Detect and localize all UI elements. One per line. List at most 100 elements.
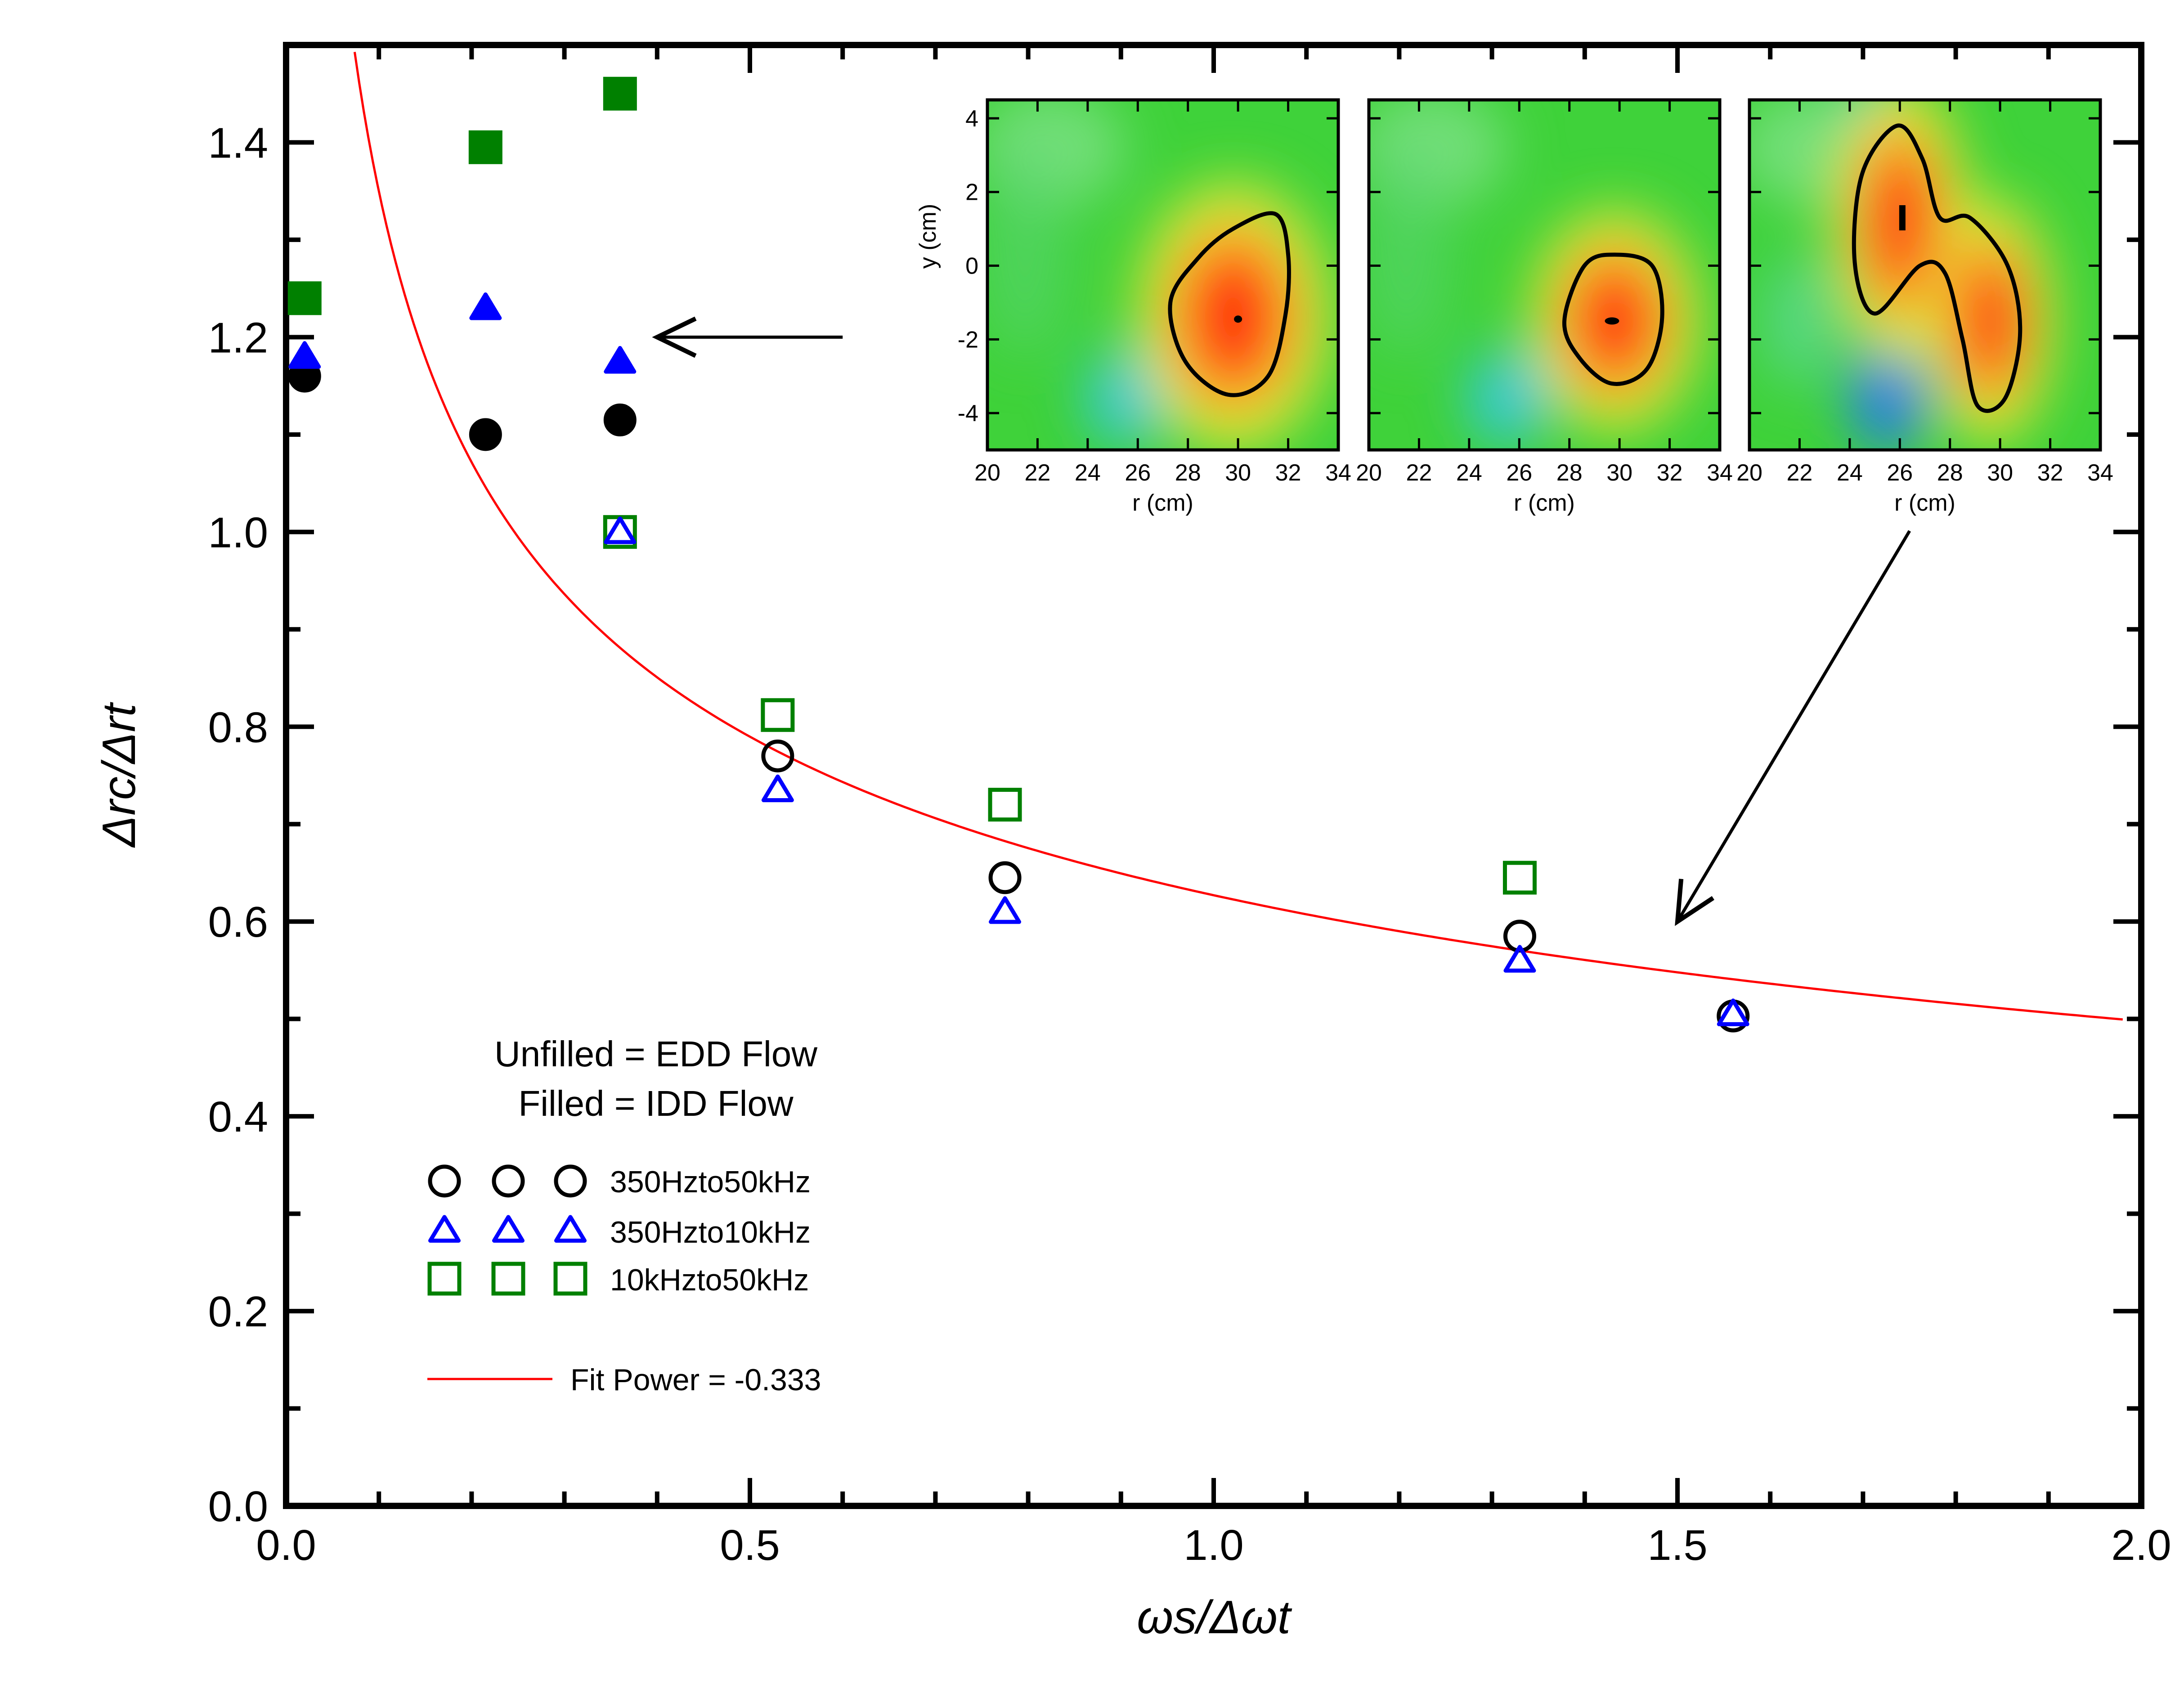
inset-x-axis-title: r (cm): [1514, 490, 1575, 516]
legend-marker-circle: [428, 1164, 461, 1198]
inset-x-tick-label: 26: [1506, 460, 1532, 486]
data-point-square-unfilled: [988, 787, 1022, 822]
legend-label-series-1: 350Hzto50kHz: [610, 1165, 811, 1199]
y-tick-label: 1.2: [208, 314, 268, 362]
inset-contour: [1168, 211, 1291, 397]
legend-markers: [427, 1164, 587, 1296]
inset-contour-maps: 20 22 24 26 28 30 32 34r (cm)420-2-4y (cm)20 22 2…: [915, 98, 2113, 516]
legend-marker-square: [427, 1262, 462, 1296]
plot-area: [283, 42, 2144, 1509]
inset-x-tick-label: 32: [1657, 460, 1683, 486]
legend-marker-triangle: [554, 1215, 587, 1243]
inset-x-tick-label: 32: [2037, 460, 2063, 486]
inset-x-tick-label: 22: [1025, 460, 1051, 486]
inset-x-tick-label: 28: [1937, 460, 1963, 486]
inset-y-tick-label: -2: [958, 327, 978, 353]
x-axis-title: ωs/Δωt: [1137, 1591, 1292, 1644]
legend-marker-square: [491, 1262, 525, 1296]
inset-x-tick-label: 34: [1707, 460, 1733, 486]
legend: Unfilled = EDD Flow Filled = IDD Flow 35…: [427, 1034, 821, 1397]
inset-x-tick-label: 22: [1787, 460, 1813, 486]
inset-panel-3: 20 22 24 26 28 30 32 34 r (cm): [1736, 98, 2113, 516]
x-tick-label: 1.0: [1184, 1521, 1243, 1569]
data-point-square-filled: [287, 281, 322, 315]
inset-y-tick-label: -4: [958, 400, 978, 427]
inset-peak-mark: [1899, 205, 1906, 231]
data-point-triangle-filled: [604, 346, 637, 374]
data-point-triangle-unfilled: [1717, 998, 1749, 1026]
heat-peak: [1962, 263, 2018, 379]
inset-panel-1: 20 22 24 26 28 30 32 34r (cm)420-2-4y (cm): [915, 98, 1351, 516]
legend-label-series-2: 350Hzto10kHz: [610, 1215, 811, 1249]
data-point-circle-unfilled: [988, 861, 1022, 894]
data-point-square-filled: [603, 76, 637, 111]
legend-marker-square: [553, 1262, 587, 1296]
inset-x-tick-label: 20: [1356, 460, 1382, 486]
y-tick-label: 0.0: [208, 1482, 268, 1531]
legend-note-filled: Filled = IDD Flow: [518, 1083, 793, 1123]
data-point-circle-filled: [469, 418, 502, 451]
data-point-square-unfilled: [1502, 861, 1537, 895]
inset-x-tick-label: 28: [1175, 460, 1201, 486]
inset-y-tick-label: 2: [965, 180, 978, 206]
inset-x-tick-label: 24: [1456, 460, 1482, 486]
data-point-triangle-unfilled: [761, 774, 794, 802]
tick-labels: 0.0 0.5 1.0 1.5 2.0 0.0 0.2 0.4 0.6 0.8 1.0 1.2 1.4: [208, 119, 2171, 1569]
legend-label-fit: Fit Power = -0.333: [570, 1363, 821, 1397]
heatmap: [987, 100, 1331, 450]
inset-x-tick-label: 30: [1987, 460, 2013, 486]
inset-frame: [1748, 98, 2102, 452]
inset-peak-mark: [1605, 317, 1619, 325]
legend-marker-circle: [554, 1164, 587, 1198]
y-tick-label: 0.8: [208, 703, 268, 751]
heat-mid: [987, 136, 1070, 358]
inset-panel-2: 20 22 24 26 28 30 32 34 r (cm): [1356, 98, 1733, 516]
x-tick-label: 0.0: [256, 1521, 316, 1569]
y-tick-label: 0.4: [208, 1093, 268, 1141]
inset-x-tick-label: 34: [2087, 460, 2113, 486]
heat-mid: [1369, 136, 1452, 358]
legend-marker-triangle: [428, 1215, 461, 1243]
legend-marker-circle: [492, 1164, 525, 1198]
annotation-arrow-diagonal-head: [1675, 879, 1714, 926]
data-point-triangle-filled: [288, 341, 321, 369]
inset-contour: [1562, 252, 1664, 386]
inset-x-tick-label: 30: [1225, 460, 1251, 486]
heat-cool: [1466, 350, 1547, 446]
inset-x-tick-label: 22: [1406, 460, 1432, 486]
inset-x-tick-label: 20: [974, 460, 1000, 486]
y-tick-label: 0.2: [208, 1288, 268, 1336]
data-point-triangle-unfilled: [1503, 945, 1536, 973]
y-tick-label: 1.0: [208, 508, 268, 557]
legend-note-unfilled: Unfilled = EDD Flow: [494, 1034, 817, 1074]
data-point-square-unfilled: [761, 698, 795, 732]
inset-x-axis-title: r (cm): [1894, 490, 1955, 516]
inset-x-tick-label: 24: [1075, 460, 1101, 486]
x-tick-label: 1.5: [1647, 1521, 1707, 1569]
annotation-arrows: [652, 316, 1911, 926]
fit-curve: [353, 52, 2123, 1021]
x-tick-label: 0.5: [720, 1521, 780, 1569]
fit-curve-group: [353, 52, 2123, 1021]
heat-peak: [1189, 253, 1277, 381]
inset-x-tick-label: 30: [1606, 460, 1632, 486]
inset-x-tick-label: 20: [1736, 460, 1762, 486]
data-point-circle-unfilled: [761, 739, 794, 773]
data-point-triangle-unfilled: [989, 896, 1022, 924]
x-tick-label: 2.0: [2111, 1521, 2171, 1569]
data-point-square-filled: [468, 130, 502, 164]
data-point-triangle-filled: [469, 292, 502, 320]
inset-x-tick-label: 28: [1556, 460, 1583, 486]
legend-marker-triangle: [492, 1215, 525, 1243]
inset-y-tick-label: 0: [965, 253, 978, 279]
inset-frame: [986, 98, 1340, 452]
data-point-triangle-unfilled: [604, 516, 637, 544]
inset-x-tick-label: 26: [1125, 460, 1151, 486]
inset-frame: [1367, 98, 1722, 452]
annotation-arrow-diagonal: [1676, 530, 1911, 922]
axis-ticks: [284, 43, 2144, 1508]
inset-x-axis-title: r (cm): [1132, 490, 1193, 516]
heat-cool: [1762, 254, 1837, 387]
data-markers: [287, 76, 1750, 1033]
